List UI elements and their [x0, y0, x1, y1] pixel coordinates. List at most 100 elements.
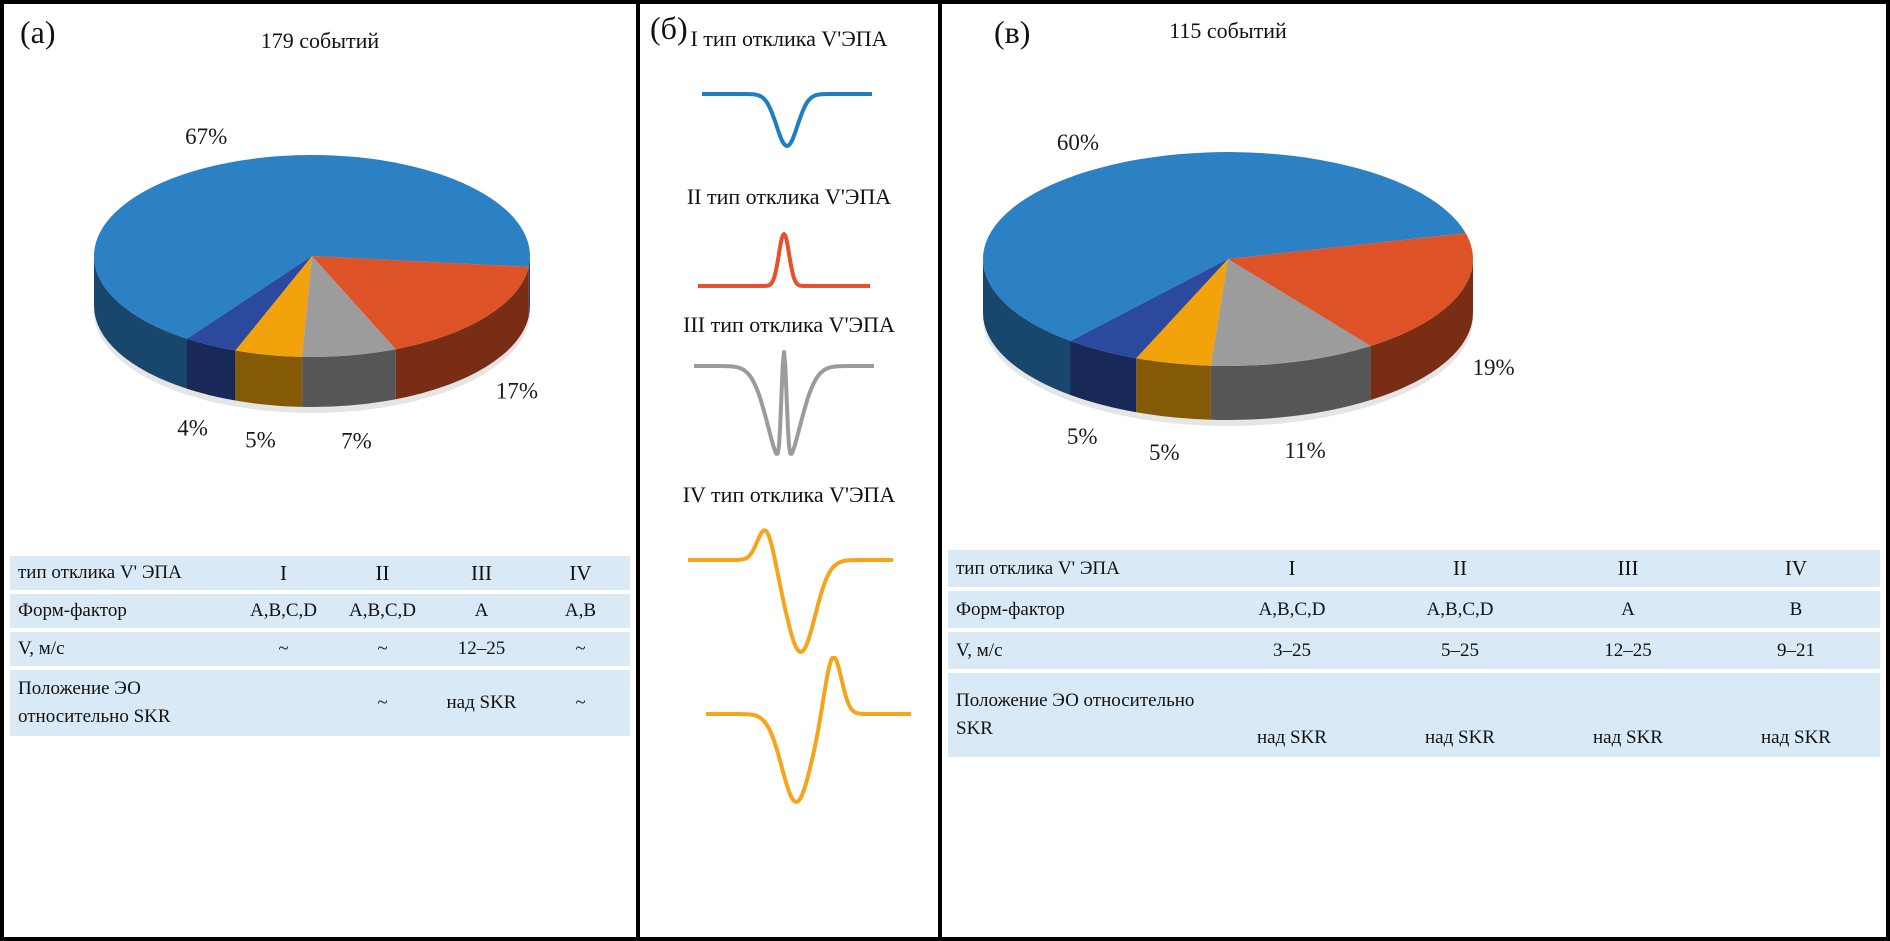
panel-v-table: тип отклика V' ЭПА I II III IV Форм-фактор A,B…: [948, 550, 1880, 757]
pie-slice: [1070, 259, 1228, 359]
response-curve: [702, 92, 872, 148]
table-row-label: V, м/с: [18, 638, 65, 660]
pie-slice-side: [1136, 358, 1211, 420]
pie-percent-label: 11%: [1284, 438, 1325, 463]
panel-v-title: 115 событий: [1169, 18, 1287, 43]
table-row: V, м/с 3–25 5–25 12–25 9–21: [948, 632, 1880, 669]
table-cell: A,B,C,D: [249, 600, 318, 621]
response-curve-line: [694, 350, 874, 456]
pie-percent-label: 19%: [1473, 355, 1515, 380]
table-cell: A,B,C,D: [1426, 598, 1494, 620]
pie-percent-label: 5%: [1149, 440, 1180, 465]
table-cell: над SKR: [1761, 727, 1831, 748]
pie-slice: [983, 152, 1466, 341]
table-row: тип отклика V' ЭПА I II III IV: [948, 550, 1880, 587]
table-cell: I: [280, 560, 287, 585]
table-cell: II: [375, 560, 390, 585]
response-curve: [688, 528, 893, 654]
table-row: Форм-фактор A,B,C,D A,B,C,D A B: [948, 591, 1880, 628]
table-row: тип отклика V' ЭПА I II III IV: [10, 556, 630, 590]
table-cell: A,B: [564, 600, 597, 621]
pie-slice-side: [1070, 341, 1137, 413]
table-cell: III: [1617, 556, 1639, 580]
curve-type-label: I тип отклика V'ЭПА: [690, 26, 888, 51]
table-row: Положение ЭО относительно SKR над SKR над …: [948, 673, 1880, 757]
table-row-label: Положение ЭО относительно SKR: [956, 690, 1195, 739]
table-cell: IV: [569, 560, 592, 585]
response-curve: [694, 350, 874, 456]
table-row-label: V, м/с: [956, 639, 1003, 661]
table-cell: II: [1453, 556, 1467, 580]
panel-v: (в) 115 событий 60% 19% 11% 5% 5% тип отклик…: [942, 4, 1886, 937]
panel-a: (а) 179 событий 67% 17% 7% 5% 4% тип отклика…: [4, 4, 636, 937]
pie-percent-label: 17%: [496, 379, 538, 404]
pie-slice: [1228, 233, 1473, 346]
pie-slice-side: [395, 266, 529, 400]
table-cell: над SKR: [1593, 727, 1663, 748]
pie-slice: [93, 154, 530, 339]
table-cell: A,B,C,D: [1258, 598, 1326, 620]
table-cell: ~: [278, 638, 289, 659]
response-curve-line: [688, 528, 893, 654]
table-cell: ~: [575, 638, 586, 659]
table-cell: 12–25: [457, 638, 506, 659]
table-row-label: Положение ЭО относительно SKR: [18, 678, 171, 727]
panel-b: (б) I тип отклика V'ЭПА II тип отклика V'…: [636, 4, 942, 937]
pie-slice: [235, 256, 312, 357]
pie-slice-side: [235, 350, 303, 407]
pie-percent-label: 5%: [1067, 424, 1098, 449]
pie-percent-label: 5%: [245, 428, 276, 453]
pie-slice-side: [187, 338, 236, 401]
pie-slice: [187, 256, 312, 351]
table-row-label: Форм-фактор: [956, 598, 1065, 620]
table-cell: над SKR: [446, 692, 517, 713]
curve-type-label: II тип отклика V'ЭПА: [686, 184, 892, 209]
panel-v-tag: (в): [994, 14, 1031, 50]
response-curve: [706, 656, 911, 804]
pie-chart-115-events: 60% 19% 11% 5% 5%: [983, 130, 1515, 465]
table-cell: 3–25: [1273, 639, 1311, 661]
pie-slice-side: [302, 349, 396, 407]
pie-slice-side: [983, 259, 1071, 395]
response-curve-line: [698, 232, 870, 288]
pie-slice: [1210, 259, 1371, 366]
table-cell: IV: [1784, 556, 1808, 580]
table-cell: III: [471, 560, 492, 585]
table-row-label: тип отклика V' ЭПА: [956, 557, 1120, 579]
table-row-label: тип отклика V' ЭПА: [18, 562, 182, 584]
table-row: Форм-фактор A,B,C,D A,B,C,D A A,B: [10, 594, 630, 628]
table-cell: 5–25: [1441, 639, 1479, 661]
pie-slice: [302, 256, 396, 357]
pie-slice: [312, 256, 529, 350]
pie-slice-side: [94, 256, 187, 389]
panel-a-title: 179 событий: [260, 28, 380, 53]
panel-a-table: тип отклика V' ЭПА I II III IV Форм-фактор A,B…: [10, 556, 630, 736]
table-row: V, м/с ~ ~12–25 ~: [10, 632, 630, 666]
pie-slice-side: [528, 256, 530, 317]
table-cell: A,B,C,D: [348, 600, 417, 621]
panel-b-tag: (б): [650, 10, 688, 46]
response-curve: [698, 232, 870, 288]
table-row-label: Форм-фактор: [18, 600, 127, 622]
pie-percent-label: 4%: [177, 415, 208, 440]
response-curve-line: [702, 92, 872, 148]
table-cell: над SKR: [1425, 727, 1495, 748]
table-cell: ~: [575, 692, 586, 713]
pie-slice-side: [1210, 346, 1371, 420]
table-cell: 12–25: [1604, 639, 1652, 661]
curve-type-label: III тип отклика V'ЭПА: [683, 312, 895, 337]
response-curve-line: [706, 656, 911, 804]
table-cell: A: [474, 600, 489, 621]
pie-percent-label: 60%: [1057, 130, 1099, 155]
curve-type-label: IV тип отклика V'ЭПА: [682, 482, 896, 507]
table-cell: над SKR: [1257, 727, 1327, 748]
table-cell: ~: [377, 692, 388, 713]
table-row: Положение ЭО относительно SKR ~ над SKR ~: [10, 670, 630, 736]
pie-slice: [1136, 259, 1228, 366]
table-cell: ~: [377, 638, 388, 659]
table-cell: I: [1288, 556, 1296, 580]
pie-slice-side: [1370, 259, 1473, 400]
pie-percent-label: 67%: [185, 124, 227, 149]
table-cell: A: [1621, 598, 1635, 620]
